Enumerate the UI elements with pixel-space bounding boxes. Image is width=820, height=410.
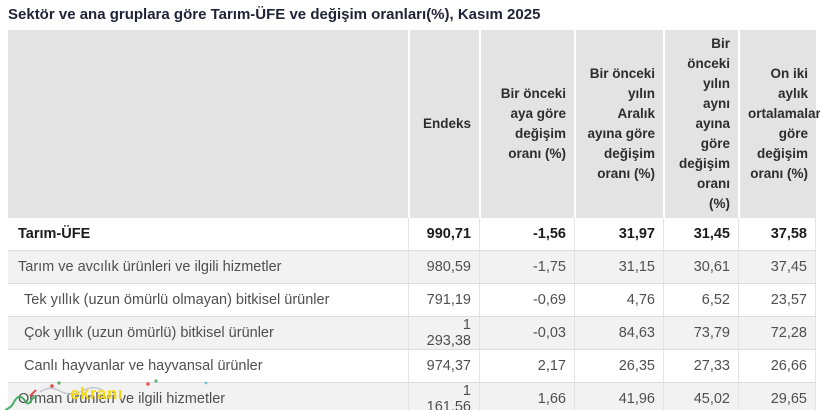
row-label: Tek yıllık (uzun ömürlü olmayan) bitkise… [8,284,408,317]
row-value: 26,66 [738,350,816,383]
table-row: Çok yıllık (uzun ömürlü) bitkisel ürünle… [8,317,816,350]
row-value: 41,96 [574,383,663,410]
row-value: 72,28 [738,317,816,350]
row-value: -0,69 [479,284,574,317]
header-twelve-month-avg-change: On iki aylık ortalamalara göre değişim o… [738,30,820,218]
table-row: Tarım ve avcılık ürünleri ve ilgili hizm… [8,251,816,284]
row-value: 45,02 [663,383,738,410]
table-row: Tek yıllık (uzun ömürlü olmayan) bitkise… [8,284,816,317]
row-value: -1,56 [479,218,574,251]
row-value: 2,17 [479,350,574,383]
row-value: 37,45 [738,251,816,284]
table-header-row: Endeks Bir önceki aya göre değişim oranı… [8,30,820,218]
row-value: 23,57 [738,284,816,317]
row-label: Çok yıllık (uzun ömürlü) bitkisel ürünle… [8,317,408,350]
header-empty-cell [8,30,408,218]
table-row: Canlı hayvanlar ve hayvansal ürünler 974,… [8,350,816,383]
row-value: 1,66 [479,383,574,410]
header-yearly-change: Bir önceki yılın aynı ayına göre değişim… [663,30,738,218]
header-since-december-change: Bir önceki yılın Aralık ayına göre değiş… [574,30,663,218]
row-value: 990,71 [408,218,479,251]
table-body: Tarım-ÜFE 990,71 -1,56 31,97 31,45 37,58 Tarım… [8,218,816,410]
row-value: 4,76 [574,284,663,317]
table-row: Tarım-ÜFE 990,71 -1,56 31,97 31,45 37,58 [8,218,816,251]
row-value: 37,58 [738,218,816,251]
row-value: -1,75 [479,251,574,284]
row-value: 84,63 [574,317,663,350]
row-value: 974,37 [408,350,479,383]
row-value: 27,33 [663,350,738,383]
row-label: Canlı hayvanlar ve hayvansal ürünler [8,350,408,383]
row-value: 1 293,38 [408,317,479,350]
page-title: Sektör ve ana gruplara göre Tarım-ÜFE ve… [8,6,541,23]
table-row: Orman ürünleri ve ilgili hizmetler 1 161,… [8,383,816,410]
row-label: Tarım-ÜFE [8,218,408,251]
row-value: 31,15 [574,251,663,284]
row-value: 980,59 [408,251,479,284]
header-monthly-change: Bir önceki aya göre değişim oranı (%) [479,30,574,218]
row-label: Tarım ve avcılık ürünleri ve ilgili hizm… [8,251,408,284]
row-value: 1 161,56 [408,383,479,410]
row-value: 6,52 [663,284,738,317]
row-label: Orman ürünleri ve ilgili hizmetler [8,383,408,410]
row-value: 30,61 [663,251,738,284]
row-value: 31,97 [574,218,663,251]
header-endeks: Endeks [408,30,479,218]
row-value: 791,19 [408,284,479,317]
agri-ppi-table: Endeks Bir önceki aya göre değişim oranı… [8,30,820,410]
row-value: 31,45 [663,218,738,251]
row-value: 29,65 [738,383,816,410]
row-value: 26,35 [574,350,663,383]
row-value: -0,03 [479,317,574,350]
row-value: 73,79 [663,317,738,350]
